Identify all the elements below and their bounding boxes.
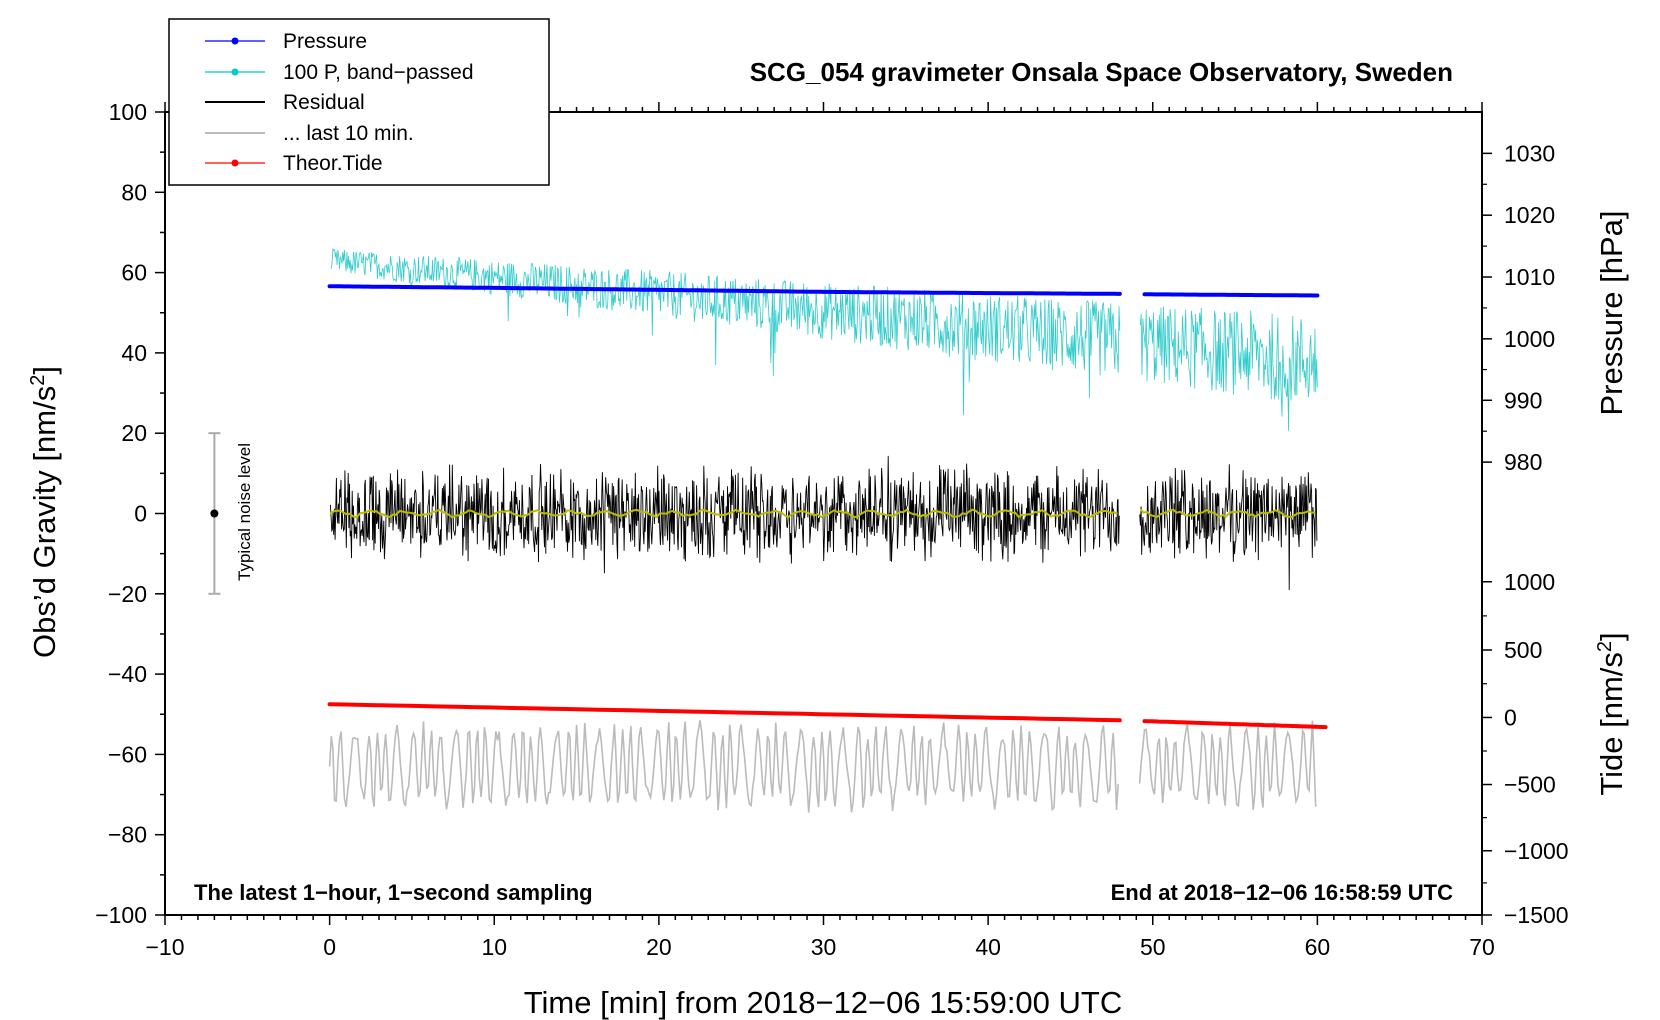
series-residual <box>329 455 1318 591</box>
tide-tick-label: −1500 <box>1504 902 1569 928</box>
x-tick-label: 0 <box>323 934 336 960</box>
series-bandpassed-pressure <box>330 247 1318 431</box>
legend-marker-tide <box>231 159 239 167</box>
y-tick-label: −40 <box>108 661 147 687</box>
tide-tick-label: 0 <box>1504 704 1517 730</box>
chart-title: SCG_054 gravimeter Onsala Space Observat… <box>750 57 1453 87</box>
y-tick-label: 0 <box>134 501 147 527</box>
series-theoretical-tide <box>327 702 1328 730</box>
tide-tick-label: 1000 <box>1504 569 1555 595</box>
y-axis-right-tide-title: Tide [nm/s2] <box>1594 632 1629 795</box>
noise-level-indicator <box>208 432 221 595</box>
x-tick-label: 70 <box>1469 934 1495 960</box>
series-layer <box>327 247 1328 813</box>
legend: Pressure 100 P, band−passed Residual ...… <box>168 18 550 186</box>
y-axis-right-tide: 1000 500 0 −500 −1000 −1500 <box>1482 569 1569 928</box>
x-axis-title: Time [min] from 2018−12−06 15:59:00 UTC <box>524 985 1123 1020</box>
y-axis-right-pressure: 1030 1020 1010 1000 990 980 <box>1481 112 1555 483</box>
noise-center-dot <box>210 509 219 518</box>
legend-label-tide: Theor.Tide <box>283 152 383 175</box>
y-tick-label: 40 <box>121 340 147 366</box>
x-tick-label: 50 <box>1140 934 1166 960</box>
legend-label-bandpassed: 100 P, band−passed <box>283 61 474 84</box>
pressure-tick-label: 1020 <box>1504 202 1555 228</box>
tide-tick-label: 500 <box>1504 637 1542 663</box>
y-tick-label: 100 <box>109 99 147 125</box>
series-last-10-min <box>328 720 1317 813</box>
y-tick-label: −80 <box>108 822 147 848</box>
y-tick-label: 20 <box>121 420 147 446</box>
y-tick-label: −100 <box>95 902 147 928</box>
legend-label-pressure: Pressure <box>283 30 367 53</box>
y-axis-left-title: Obs’d Gravity [nm/s2] <box>27 366 62 658</box>
x-tick-label: 60 <box>1305 934 1331 960</box>
tide-tick-label: −500 <box>1504 772 1556 798</box>
annotation-end-time: End at 2018−12−06 16:58:59 UTC <box>1111 880 1454 905</box>
y-axis-left: 100 80 60 40 20 0 −20 −40 −60 −80 −100 <box>95 99 165 928</box>
x-tick-label: 20 <box>646 934 672 960</box>
x-tick-label: 30 <box>811 934 837 960</box>
pressure-tick-label: 990 <box>1504 387 1542 413</box>
y-tick-label: 60 <box>121 260 147 286</box>
legend-label-residual: Residual <box>283 91 365 114</box>
pressure-tick-label: 1010 <box>1504 264 1555 290</box>
pressure-tick-label: 1030 <box>1504 140 1555 166</box>
y-tick-label: −20 <box>108 581 147 607</box>
x-tick-label: −10 <box>145 934 184 960</box>
x-tick-label: 10 <box>481 934 507 960</box>
noise-level-label: Typical noise level <box>235 443 254 581</box>
y-tick-label: 80 <box>121 179 147 205</box>
y-tick-label: −60 <box>108 741 147 767</box>
legend-marker-bandpassed <box>231 68 239 76</box>
legend-label-last10: ... last 10 min. <box>283 122 414 145</box>
series-pressure <box>327 284 1320 298</box>
pressure-tick-label: 1000 <box>1504 326 1555 352</box>
series-residual-smoothed <box>329 508 1315 519</box>
y-axis-right-pressure-title: Pressure [hPa] <box>1594 210 1629 415</box>
x-tick-label: 40 <box>975 934 1001 960</box>
tide-tick-label: −1000 <box>1504 838 1569 864</box>
legend-marker-pressure <box>231 37 239 45</box>
annotation-sampling: The latest 1−hour, 1−second sampling <box>194 880 593 905</box>
pressure-tick-label: 980 <box>1504 449 1542 475</box>
x-axis: −10 0 10 20 30 40 50 60 70 <box>145 102 1495 960</box>
